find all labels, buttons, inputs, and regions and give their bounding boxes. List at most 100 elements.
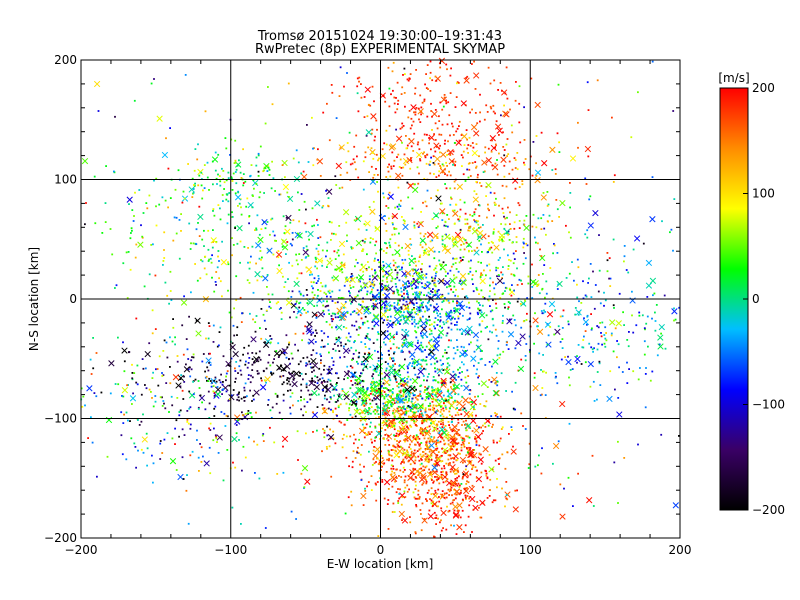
data-point <box>479 93 481 96</box>
data-point <box>438 368 441 371</box>
data-point <box>84 223 86 226</box>
data-point <box>159 442 162 445</box>
data-point <box>268 305 271 308</box>
data-point <box>443 465 445 467</box>
data-point <box>479 276 482 278</box>
data-point <box>410 243 413 246</box>
data-point <box>643 353 646 356</box>
data-point <box>400 307 403 310</box>
data-point <box>554 376 557 379</box>
data-point <box>244 363 247 366</box>
data-point-x <box>473 72 480 79</box>
data-point <box>357 356 360 359</box>
data-point <box>382 321 384 324</box>
data-point <box>346 365 349 368</box>
data-point <box>237 396 240 399</box>
data-point <box>297 161 300 164</box>
data-point <box>469 267 472 270</box>
data-point <box>616 340 618 342</box>
data-point <box>289 389 292 392</box>
data-point-x <box>380 311 387 318</box>
data-point <box>438 259 441 262</box>
data-point <box>464 494 467 497</box>
data-point <box>125 251 128 254</box>
data-point <box>208 258 210 261</box>
data-point <box>222 479 225 482</box>
data-point <box>211 246 214 249</box>
data-point <box>438 404 440 407</box>
data-point <box>577 266 580 269</box>
data-point <box>213 214 216 217</box>
data-point <box>452 461 455 464</box>
data-point <box>471 63 473 65</box>
data-point <box>330 239 332 241</box>
data-point <box>386 309 389 312</box>
data-point <box>400 476 403 478</box>
data-point <box>476 176 479 179</box>
data-point <box>456 479 458 482</box>
data-point <box>225 379 227 382</box>
data-point <box>330 315 333 317</box>
data-point <box>503 154 506 157</box>
data-point <box>455 408 457 410</box>
data-point <box>375 483 377 486</box>
data-point <box>385 310 387 312</box>
data-point <box>288 377 291 380</box>
data-point <box>431 277 434 280</box>
data-point <box>552 462 554 465</box>
data-point <box>260 258 262 261</box>
data-point <box>440 420 442 423</box>
data-point <box>447 454 450 457</box>
data-point <box>146 207 149 210</box>
data-point <box>381 427 383 430</box>
data-point <box>618 366 620 369</box>
data-point <box>489 248 491 251</box>
data-point <box>412 280 415 282</box>
data-point <box>208 189 210 191</box>
data-point <box>426 319 429 322</box>
data-point-x <box>183 366 191 373</box>
data-point <box>169 290 172 292</box>
data-point <box>246 395 248 398</box>
data-point <box>237 419 239 422</box>
data-point <box>428 281 430 284</box>
data-point <box>300 293 302 296</box>
data-point <box>433 268 435 271</box>
data-point <box>462 437 465 440</box>
data-point <box>508 433 510 435</box>
data-point <box>277 301 280 303</box>
data-point <box>365 229 368 231</box>
data-point <box>431 400 434 403</box>
data-point-x <box>343 393 350 401</box>
data-point <box>425 273 428 275</box>
data-point <box>461 437 464 440</box>
data-point <box>542 370 545 373</box>
data-point <box>413 420 415 423</box>
data-point <box>201 401 203 404</box>
data-point <box>396 156 398 158</box>
data-point <box>405 329 407 331</box>
data-point <box>294 303 297 306</box>
data-point <box>582 297 585 300</box>
data-point <box>364 238 367 240</box>
data-point <box>437 441 440 444</box>
data-point-x <box>357 274 365 281</box>
data-point <box>415 436 418 439</box>
data-point <box>258 257 261 260</box>
data-point <box>194 263 196 265</box>
data-point <box>120 434 123 437</box>
data-point <box>292 219 295 222</box>
data-point <box>236 242 239 245</box>
data-point <box>489 105 492 108</box>
data-point <box>381 283 383 285</box>
data-point <box>165 341 168 344</box>
data-point <box>422 315 424 318</box>
data-point <box>484 146 487 149</box>
data-point <box>435 264 438 267</box>
data-point <box>436 289 439 292</box>
data-point <box>295 306 298 309</box>
data-point <box>378 416 380 418</box>
data-point <box>370 412 372 415</box>
data-point-x <box>388 144 395 151</box>
data-point <box>183 434 186 436</box>
